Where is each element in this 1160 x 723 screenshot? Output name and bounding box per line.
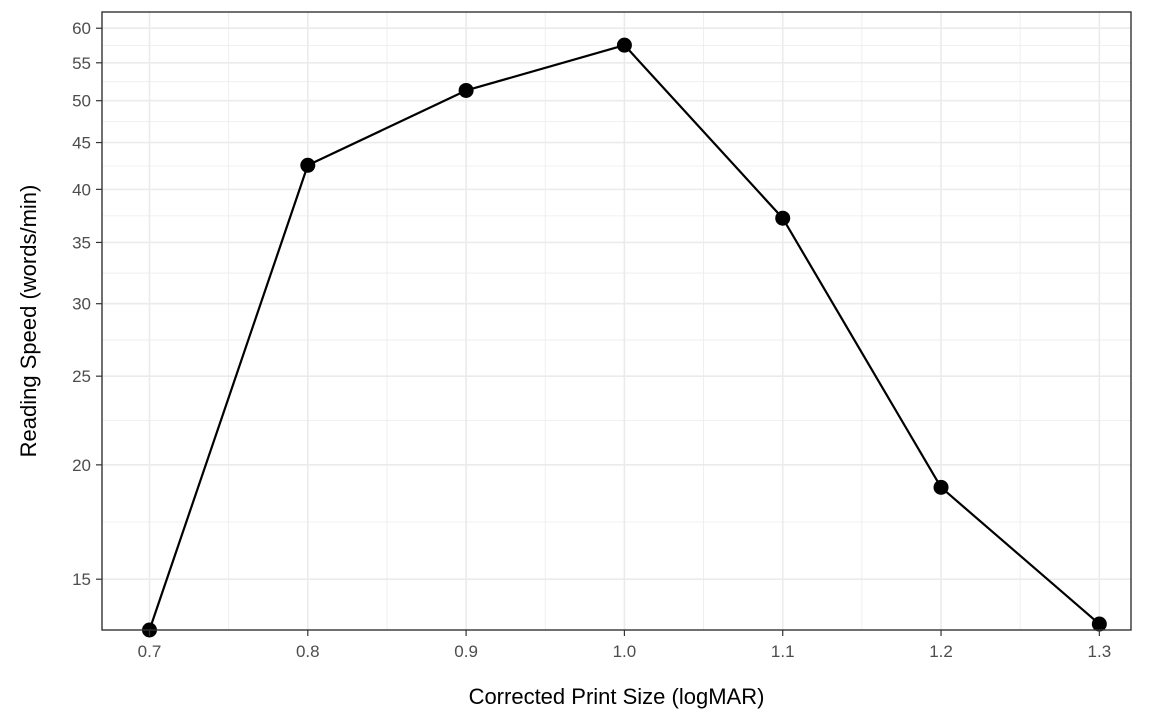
y-tick-label: 35 [72, 233, 91, 252]
x-tick-label: 1.3 [1088, 642, 1112, 661]
data-point [616, 37, 632, 53]
y-tick-label: 45 [72, 134, 91, 153]
minor-gridlines [102, 12, 1131, 630]
y-tick-label: 15 [72, 570, 91, 589]
x-tick-label: 1.2 [929, 642, 953, 661]
y-tick-label: 55 [72, 54, 91, 73]
x-axis-title: Corrected Print Size (logMAR) [469, 684, 765, 709]
data-point [300, 157, 316, 173]
tick-labels: 0.7 0.8 0.9 1.0 1.1 1.2 1.3 15 20 25 30 35 40 45 50 55 6… [72, 19, 1111, 661]
x-tick-label: 0.7 [138, 642, 162, 661]
x-tick-label: 0.9 [454, 642, 478, 661]
y-tick-label: 60 [72, 19, 91, 38]
x-tick-label: 1.1 [771, 642, 795, 661]
x-tick-label: 0.8 [296, 642, 320, 661]
series-layer [141, 37, 1107, 638]
panel-border [101, 11, 1132, 631]
y-tick-label: 50 [72, 92, 91, 111]
x-tick-label: 1.0 [613, 642, 637, 661]
data-point [458, 82, 474, 98]
data-point [933, 479, 949, 495]
y-tick-label: 30 [72, 295, 91, 314]
y-tick-label: 40 [72, 180, 91, 199]
y-tick-label: 25 [72, 367, 91, 386]
major-gridlines [102, 12, 1131, 630]
data-point [775, 210, 791, 226]
data-point [1091, 616, 1107, 632]
y-axis-title: Reading Speed (words/min) [16, 185, 41, 458]
y-tick-label: 20 [72, 456, 91, 475]
axis-ticks [96, 27, 1100, 636]
